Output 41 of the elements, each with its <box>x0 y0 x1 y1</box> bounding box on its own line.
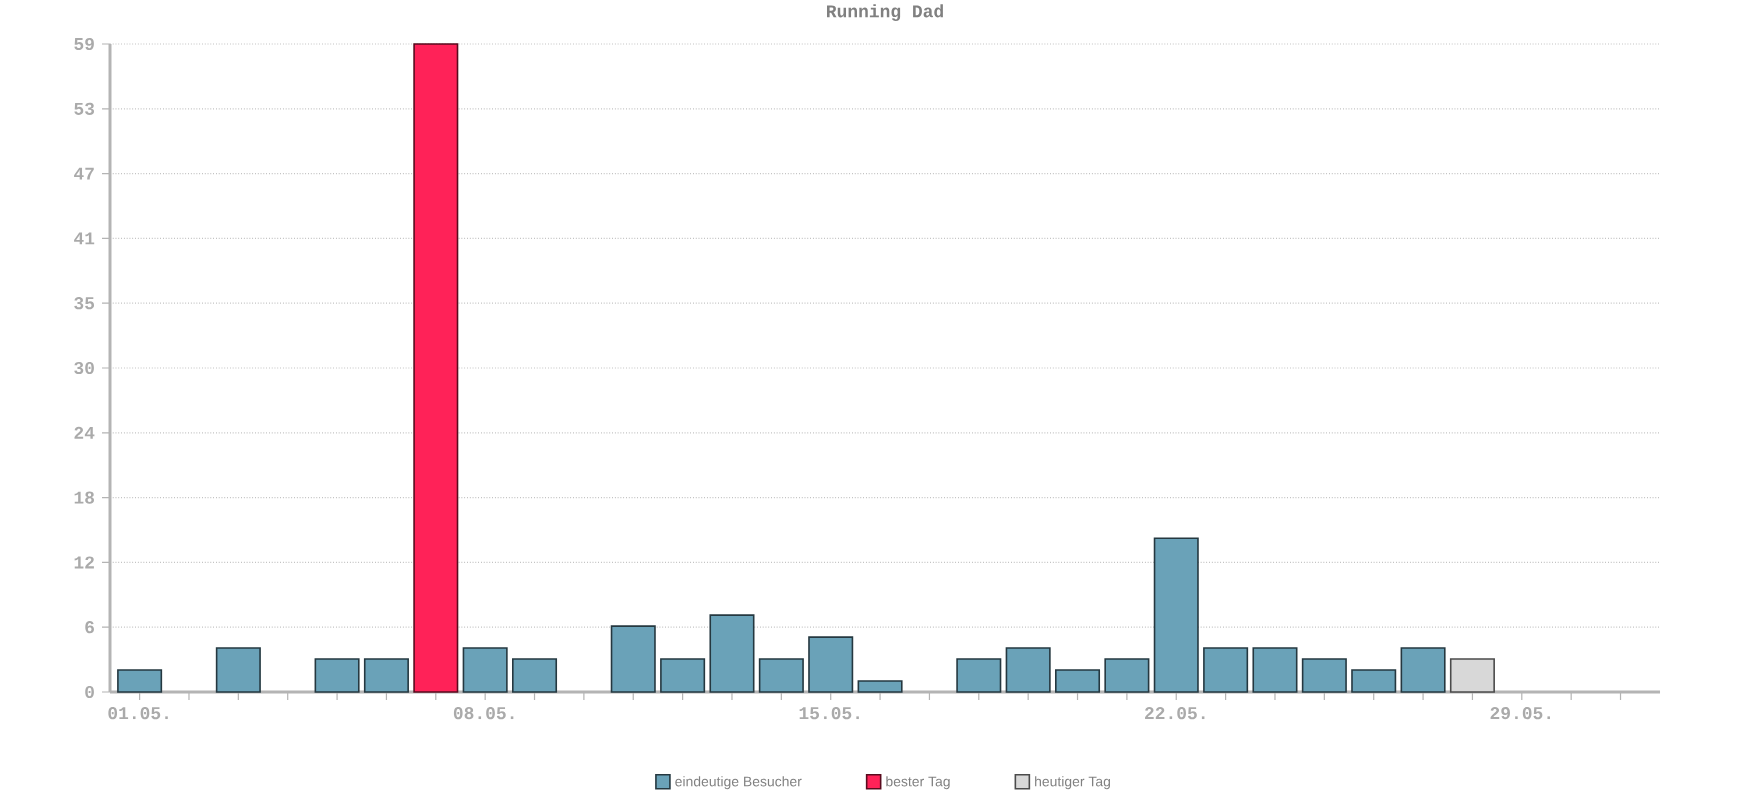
bar <box>1055 669 1101 693</box>
y-tick-label: 18 <box>74 491 95 504</box>
bar <box>610 625 656 693</box>
chart-title: Running Dad <box>827 4 943 22</box>
bar <box>1203 647 1249 693</box>
x-tick-label: 08.05. <box>453 707 514 720</box>
y-tick-label: 59 <box>74 37 94 51</box>
bar <box>215 647 261 693</box>
bar <box>117 669 163 693</box>
y-tick-label: 30 <box>74 361 94 375</box>
bar <box>1449 658 1495 693</box>
bar <box>462 647 508 693</box>
x-tick-label: 01.05. <box>108 707 168 720</box>
bar <box>314 658 360 693</box>
y-tick-label: 0 <box>85 685 94 699</box>
y-tick-label: 47 <box>74 167 94 180</box>
bar <box>660 658 706 693</box>
y-tick-label: 12 <box>74 556 94 569</box>
bar <box>956 658 1002 693</box>
bar <box>1351 669 1397 693</box>
x-tick-label: 15.05. <box>799 707 859 720</box>
bar <box>413 43 459 693</box>
x-tick-label: 29.05. <box>1490 707 1550 720</box>
bar <box>1104 658 1150 693</box>
y-tick-label: 35 <box>74 297 95 310</box>
y-tick-label: 6 <box>85 621 94 634</box>
y-tick-label: 24 <box>74 426 95 439</box>
bar <box>857 680 903 693</box>
y-tick-label: 41 <box>74 232 95 245</box>
bar <box>1153 537 1199 693</box>
bar <box>1252 647 1298 693</box>
bar <box>512 658 558 693</box>
bar <box>709 614 755 693</box>
bar <box>758 658 804 693</box>
bar <box>1301 658 1347 693</box>
y-tick-label: 53 <box>74 102 95 115</box>
bar <box>808 636 854 693</box>
bar <box>1400 647 1446 693</box>
bar <box>363 658 409 693</box>
x-tick-label: 22.05. <box>1145 707 1205 720</box>
bar <box>1005 647 1051 693</box>
